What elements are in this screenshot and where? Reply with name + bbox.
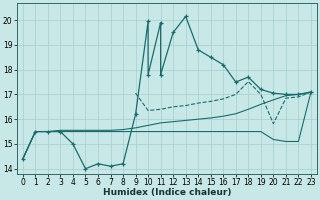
- X-axis label: Humidex (Indice chaleur): Humidex (Indice chaleur): [103, 188, 231, 197]
